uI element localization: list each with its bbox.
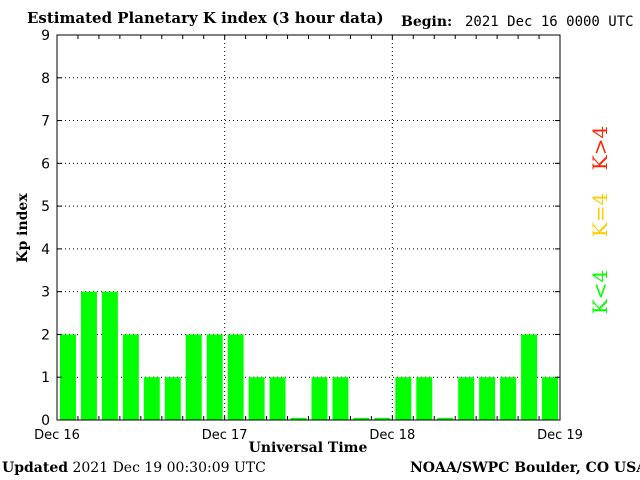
kp-bar: [81, 292, 97, 420]
kp-bar: [207, 334, 223, 420]
updated-timestamp: Updated 2021 Dec 19 00:30:09 UTC: [2, 460, 266, 476]
kp-bar: [249, 377, 265, 420]
kp-bar: [186, 334, 202, 420]
y-tick-label: 8: [41, 71, 50, 87]
y-tick-label: 9: [41, 28, 50, 44]
y-tick-label: 4: [41, 242, 50, 258]
kp-bar: [270, 377, 286, 420]
y-tick-label: 7: [41, 114, 50, 130]
y-tick-label: 5: [41, 199, 50, 215]
credit-text: NOAA/SWPC Boulder, CO USA: [410, 460, 640, 476]
kp-bar: [542, 377, 558, 420]
legend-k-below-4: K<4: [588, 270, 612, 314]
kp-bar: [60, 334, 76, 420]
kp-bar: [165, 377, 181, 420]
y-tick-label: 6: [41, 156, 50, 172]
kp-bar: [458, 377, 474, 420]
legend-k-equal-4: K=4: [588, 193, 612, 237]
legend-k-above-4: K>4: [588, 126, 612, 170]
y-tick-label: 0: [41, 413, 50, 429]
kp-bar: [479, 377, 495, 420]
kp-bar: [500, 377, 516, 420]
x-tick-label: Dec 18: [369, 428, 415, 443]
kp-bar: [123, 334, 139, 420]
y-tick-label: 3: [41, 285, 50, 301]
updated-value: 2021 Dec 19 00:30:09 UTC: [72, 460, 265, 476]
updated-label: Updated: [2, 460, 68, 476]
kp-bar: [416, 377, 432, 420]
kp-bar: [395, 377, 411, 420]
x-tick-label: Dec 17: [202, 428, 248, 443]
y-tick-label: 1: [41, 370, 50, 386]
x-tick-label: Dec 16: [34, 428, 80, 443]
kp-bar: [102, 292, 118, 420]
kp-bar: [312, 377, 328, 420]
kp-bar: [144, 377, 160, 420]
y-tick-label: 2: [41, 327, 50, 343]
x-tick-label: Dec 19: [537, 428, 583, 443]
kp-bar: [228, 334, 244, 420]
kp-bar: [521, 334, 537, 420]
kp-bar: [332, 377, 348, 420]
